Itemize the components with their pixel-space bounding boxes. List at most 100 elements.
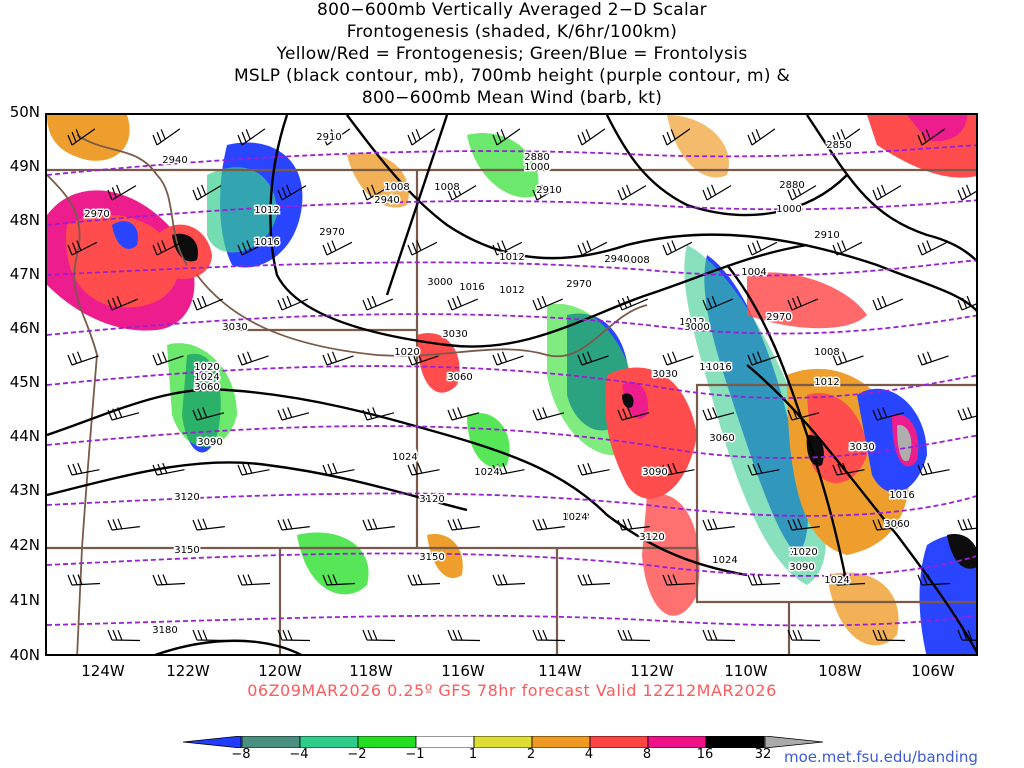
wind-barb [917,351,949,366]
wind-barb [107,518,140,531]
wind-barb [492,462,525,476]
wind-barb [702,184,732,201]
contour-label: 2910 [814,230,839,241]
contour-label: 3150 [174,545,199,556]
contour-label: 1004 [741,267,766,278]
contour-label: 1016 [889,490,914,501]
wind-barb [617,407,650,421]
wind-barb [957,518,976,531]
contour-label: 1024 [824,575,849,586]
wind-barb [957,295,976,311]
wind-barb [532,629,566,642]
wind-barb [67,462,100,476]
wind-barb [617,295,649,311]
credit-link[interactable]: moe.met.fsu.edu/banding [784,748,978,766]
wind-barb [407,574,441,586]
lon-label: 124W [81,662,125,680]
contour-label: 1024 [712,555,737,566]
wind-barb [107,629,141,642]
wind-barb [67,128,96,146]
contour-label: 1012 [679,317,704,328]
wind-barb [447,407,480,421]
wind-barb [362,629,396,642]
contour-label: 3120 [639,532,664,543]
wind-barb [577,128,606,146]
wind-barb [832,128,861,146]
contour-label: 1012 [814,377,839,388]
contour-label: 3150 [419,552,444,563]
wind-barb [492,351,524,366]
wind-barb [407,462,440,476]
wind-barb [152,351,184,366]
contour-label: 2970 [84,209,109,220]
lon-label: 112W [630,662,674,680]
wind-barb [532,295,564,311]
wind-barb [577,462,610,476]
lat-label: 43N [9,481,40,499]
wind-barb [662,240,693,256]
wind-barb [702,518,735,531]
mslp-contours [47,115,976,654]
contour-label: 1012 [499,252,524,263]
contour-label: 1020 [792,547,817,558]
wind-barb [662,574,696,586]
contour-label: 1008 [434,182,459,193]
wind-barb [832,351,864,366]
contour-label: 1016 [706,362,731,373]
wind-barb [277,295,309,311]
contour-label: 1000 [524,162,549,173]
contour-label: 2910 [316,132,341,143]
wind-barb [832,240,863,256]
contour-label: 1020 [789,547,814,558]
contour-label: 2940 [162,155,187,166]
wind-barb [67,574,101,586]
wind-barb [702,629,736,642]
wind-barb [787,407,820,421]
contour-labels: 1008 1012 1016 1012 1016 1020 1024 1020 1024 1024… [83,131,916,638]
colorbar-swatches [182,735,824,749]
wind-barb [957,407,976,421]
wind-barbs [67,128,976,642]
colorbar-tick-label: 32 [754,747,772,762]
wind-barb [917,462,950,476]
contour-label: 2880 [524,152,549,163]
wind-barb [192,295,224,311]
contour-label: 1008 [814,347,839,358]
contour-label: 3060 [447,372,472,383]
wind-barb [192,184,222,201]
contour-label: 3030 [222,322,247,333]
height-contours [47,144,976,627]
contour-label: 2940 [604,254,629,265]
contour-label: 2970 [319,227,344,238]
wind-barb [277,629,311,642]
colorbar [182,733,843,749]
wind-barb [152,128,181,146]
wind-barb [957,629,976,641]
contour-label: 2850 [826,140,851,151]
wind-barb [702,295,734,311]
lon-label: 114W [538,662,582,680]
contour-label: 3030 [442,329,467,340]
title-line-3: Yellow/Red = Frontogenesis; Green/Blue =… [276,44,748,64]
contour-label: 2910 [536,185,561,196]
contour-label: 1000 [776,204,801,215]
wind-barb [362,518,395,531]
lon-label: 118W [349,662,393,680]
wind-barb [322,574,356,586]
wind-barb [662,462,695,476]
wind-barb [237,351,269,366]
lat-label: 49N [9,157,40,175]
wind-barb [237,128,266,146]
contour-label: 1020 [194,362,219,373]
contour-label: 3090 [197,437,222,448]
wind-barb [872,629,906,642]
wind-barb [407,128,436,146]
wind-barb [617,629,651,642]
wind-barb [67,240,98,256]
state-borders [47,168,976,654]
lat-label: 47N [9,265,40,283]
wind-barb [362,184,392,201]
wind-barb [787,295,819,311]
wind-barb [492,128,521,146]
contour-label: 1024 [474,467,499,478]
